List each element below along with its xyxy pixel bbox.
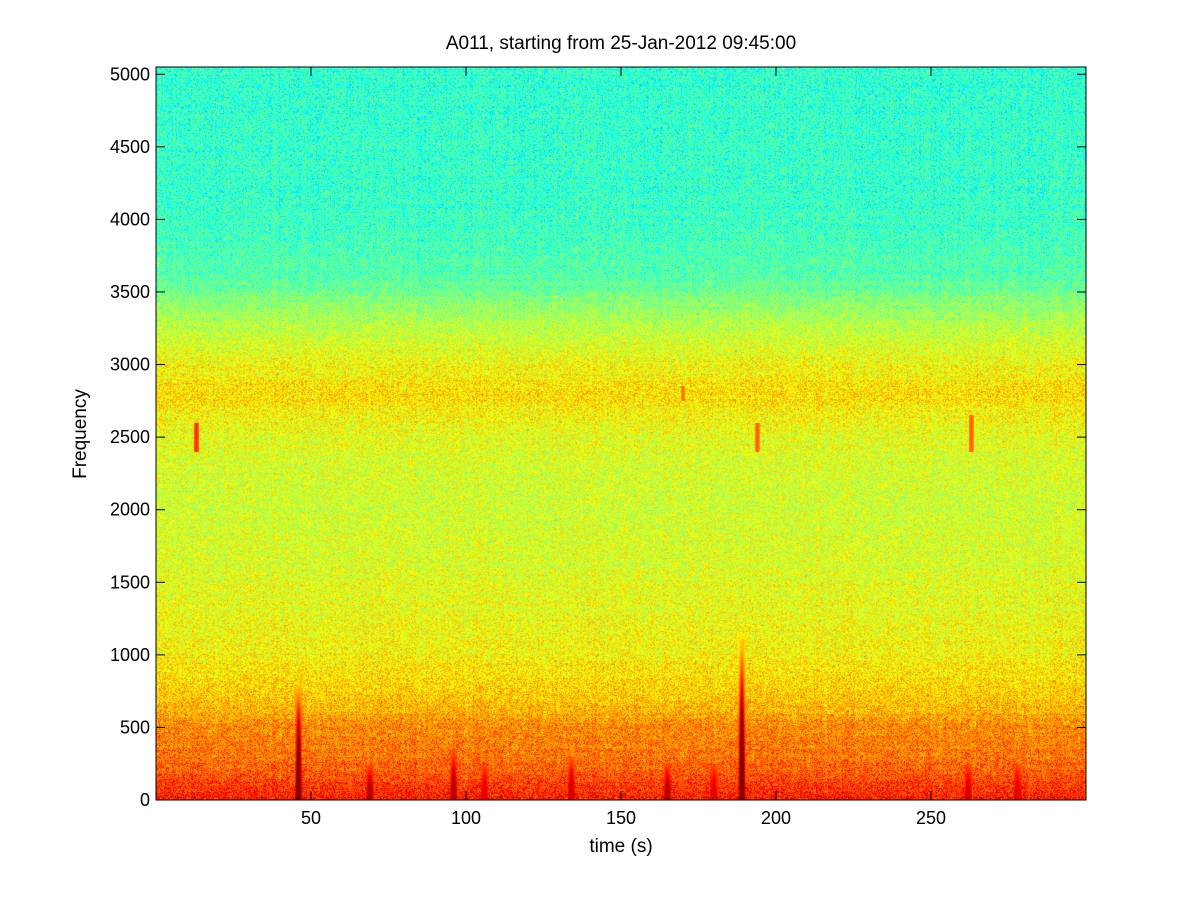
y-tick-label: 1000 [110, 645, 150, 665]
plot-frame [155, 66, 1087, 801]
chart-title: A011, starting from 25-Jan-2012 09:45:00 [445, 33, 797, 54]
spectrogram-heatmap [156, 67, 1086, 800]
x-tick-label: 250 [916, 808, 946, 828]
x-tick-label: 150 [606, 808, 636, 828]
y-tick-label: 1500 [110, 572, 150, 592]
y-tick-label: 4500 [110, 137, 150, 157]
y-tick-label: 3000 [110, 355, 150, 375]
x-tick-label: 200 [761, 808, 791, 828]
y-tick-label: 2000 [110, 500, 150, 520]
y-tick-label: 3500 [110, 282, 150, 302]
y-tick-label: 0 [140, 790, 150, 810]
y-tick-label: 2500 [110, 427, 150, 447]
y-tick-label: 4000 [110, 209, 150, 229]
y-tick-label: 500 [120, 717, 150, 737]
y-tick-label: 5000 [110, 64, 150, 84]
x-tick-label: 100 [451, 808, 481, 828]
x-tick-label: 50 [301, 808, 321, 828]
x-axis-label: time (s) [589, 836, 653, 857]
